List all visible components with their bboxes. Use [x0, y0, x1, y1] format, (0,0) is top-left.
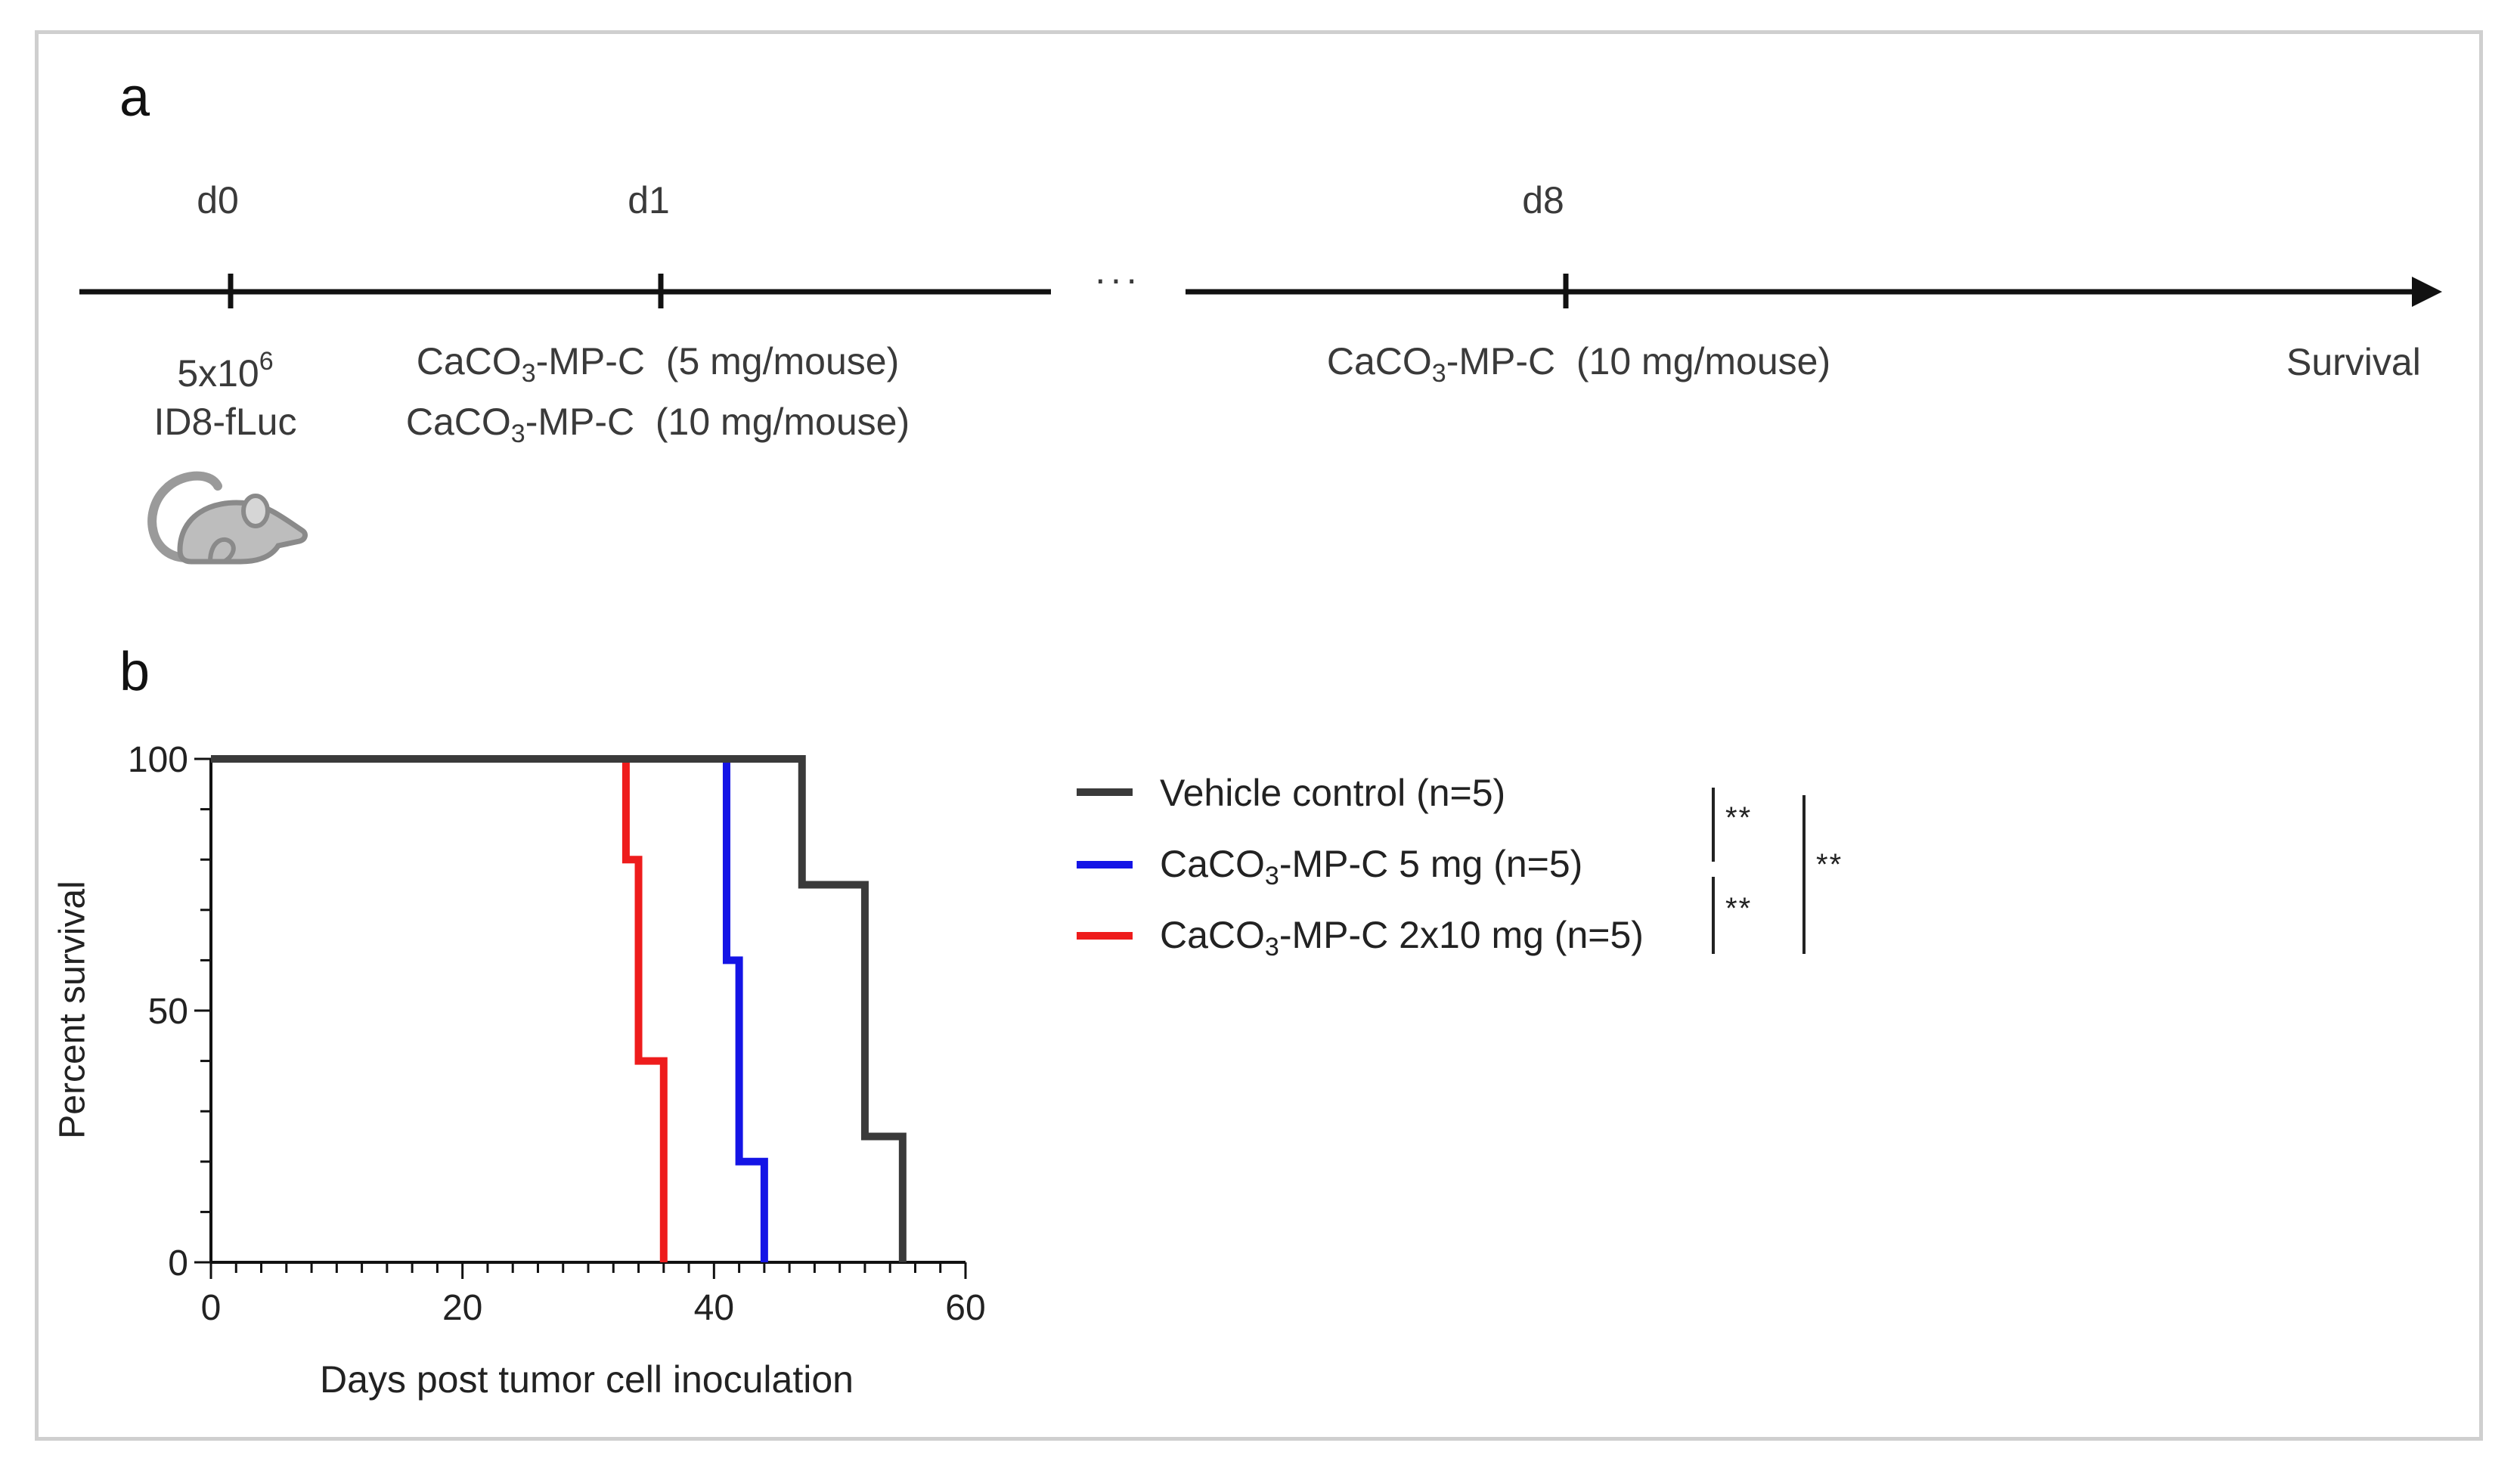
legend-label-2x10mg: CaCO3-MP-C 2x10 mg (n=5) — [1160, 914, 1644, 961]
timeline-ellipsis: ··· — [1094, 258, 1141, 300]
y-tick-label: 0 — [168, 1243, 188, 1283]
x-tick-label: 0 — [201, 1288, 222, 1328]
d8-treatment-label: CaCO3-MP-C (10 mg/mouse) — [1326, 340, 1831, 388]
d1-treatment-label: CaCO3-MP-C (5 mg/mouse) CaCO3-MP-C (10 m… — [405, 340, 910, 448]
label-d0: d0 — [197, 179, 239, 221]
x-tick-label: 60 — [945, 1288, 985, 1328]
panel-a-letter: a — [119, 67, 150, 128]
legend-label-vehicle: Vehicle control (n=5) — [1160, 772, 1506, 814]
y-tick-label: 100 — [128, 740, 188, 780]
x-tick-label: 40 — [694, 1288, 734, 1328]
x-axis-title: Days post tumor cell inoculation — [320, 1358, 854, 1401]
timeline-arrowhead — [2412, 277, 2442, 307]
significance-pair-2: ** — [1725, 892, 1753, 925]
chart-series — [211, 755, 907, 1262]
legend-label-5mg: CaCO3-MP-C 5 mg (n=5) — [1160, 843, 1583, 890]
y-tick-label: 50 — [148, 992, 188, 1032]
survival-endpoint-label: Survival — [2286, 341, 2421, 383]
chart-axes — [194, 757, 967, 1279]
significance-outer: ** — [1816, 848, 1843, 881]
label-d8: d8 — [1522, 179, 1564, 221]
mouse-icon — [147, 471, 308, 565]
label-d1: d1 — [628, 179, 670, 221]
chart-tick-labels: 0 20 40 60 0 50 100 — [128, 740, 986, 1328]
series-line-0 — [211, 755, 907, 1262]
x-tick-label: 20 — [442, 1288, 482, 1328]
significance-pair-1: ** — [1725, 801, 1753, 834]
figure-frame — [35, 30, 2483, 1441]
panel-b-letter: b — [119, 642, 150, 702]
d0-treatment-label: 5x106 ID8-fLuc — [153, 347, 297, 443]
